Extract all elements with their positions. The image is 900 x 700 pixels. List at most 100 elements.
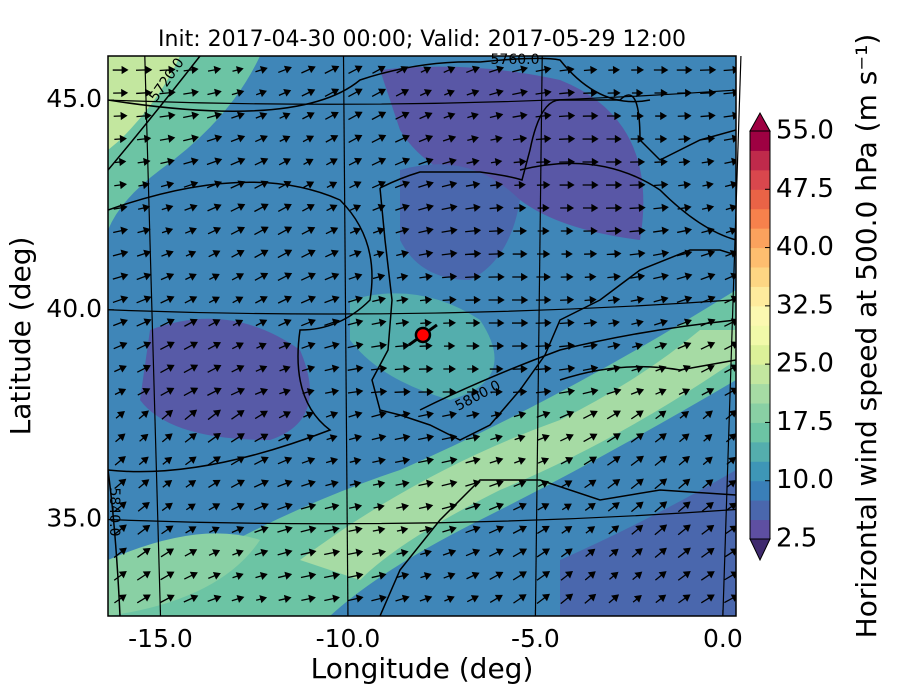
colorbar-tick-label: 47.5	[776, 174, 834, 204]
wind-arrow	[231, 342, 244, 350]
wind-arrow	[608, 548, 619, 557]
wind-arrow	[537, 203, 550, 213]
wind-arrow	[183, 341, 199, 351]
wind-arrow	[256, 342, 267, 350]
wind-arrow	[418, 410, 434, 419]
wind-arrow	[701, 387, 715, 396]
wind-arrow	[395, 479, 410, 488]
wind-arrow	[183, 134, 199, 143]
wind-arrow	[136, 249, 152, 258]
wind-arrow	[702, 181, 714, 190]
wind-arrow	[630, 478, 644, 490]
wind-arrow	[208, 250, 221, 258]
wind-arrow	[113, 111, 128, 121]
graticule-line	[107, 299, 737, 315]
wind-arrow	[537, 434, 550, 442]
wind-arrow	[303, 411, 314, 419]
wind-arrow	[632, 595, 642, 603]
colorbar-band	[750, 286, 770, 307]
wind-arrow	[112, 295, 129, 304]
title: Init: 2017-04-30 00:00; Valid: 2017-05-2…	[158, 27, 686, 52]
wind-arrow	[489, 571, 504, 581]
wind-arrow	[631, 318, 644, 328]
wind-arrow	[629, 226, 646, 235]
wind-arrow	[466, 157, 480, 166]
wind-arrow	[418, 249, 434, 258]
y-tick-label: 45.0	[46, 84, 102, 113]
wind-arrow	[371, 433, 387, 442]
wind-arrow	[699, 65, 717, 75]
wind-arrow	[632, 571, 643, 581]
wind-arrow	[136, 364, 151, 373]
wind-arrow	[231, 594, 245, 603]
wind-arrow	[702, 410, 713, 420]
wind-arrow	[631, 342, 644, 351]
wind-arrow	[349, 480, 362, 489]
wind-arrow	[489, 203, 504, 213]
wind-arrow	[230, 226, 246, 235]
wind-arrow	[441, 203, 458, 212]
wind-arrow	[489, 341, 505, 351]
wind-arrow	[230, 387, 246, 396]
wind-arrow	[512, 65, 528, 74]
wind-arrow	[466, 410, 480, 419]
wind-arrow	[138, 456, 149, 466]
wind-arrow	[325, 411, 339, 419]
wind-arrow	[512, 88, 528, 97]
wind-arrow	[302, 388, 315, 397]
x-tick-label: -10.0	[316, 624, 381, 653]
wind-arrow	[160, 295, 175, 304]
wind-arrow	[113, 570, 127, 581]
wind-arrow	[558, 111, 576, 121]
location-marker	[414, 326, 432, 344]
wind-arrow	[418, 180, 434, 189]
colorbar-band	[750, 441, 770, 462]
wind-arrow	[489, 548, 504, 557]
wind-arrow	[560, 433, 574, 442]
wind-arrow	[677, 226, 693, 235]
wind-arrow	[700, 111, 716, 121]
wind-arrow	[324, 88, 340, 97]
wind-arrow	[231, 111, 245, 120]
wind-arrow	[630, 410, 644, 420]
colorbar-frame	[749, 130, 771, 540]
wind-arrow	[490, 433, 503, 442]
wind-arrow	[631, 548, 643, 558]
wind-arrow	[535, 65, 552, 74]
wind-arrow	[465, 272, 482, 282]
wind-arrow	[396, 526, 409, 535]
wind-arrow	[160, 180, 175, 189]
wind-arrow	[465, 318, 481, 328]
wind-arrow	[606, 410, 621, 420]
wind-arrow	[278, 65, 292, 74]
wind-arrow	[631, 88, 644, 98]
wind-arrow	[653, 203, 669, 212]
wind-arrow	[725, 227, 736, 236]
wind-arrow	[441, 180, 458, 189]
wind-arrow	[324, 272, 340, 281]
wind-arrow	[654, 157, 668, 167]
wind-arrow	[230, 479, 245, 488]
wind-arrow	[441, 226, 458, 235]
wind-arrow	[232, 319, 244, 327]
wind-arrow	[678, 594, 691, 604]
wind-arrow	[136, 295, 152, 304]
wind-arrow	[184, 549, 198, 557]
wind-arrow	[371, 180, 386, 189]
wind-arrow	[138, 479, 150, 489]
wind-arrow	[325, 134, 339, 143]
wind-arrow	[209, 526, 220, 534]
wind-arrow	[442, 134, 457, 143]
wind-arrow	[159, 65, 176, 75]
wind-arrow	[394, 456, 411, 465]
wind-arrow	[559, 134, 576, 144]
wind-arrow	[466, 571, 480, 580]
wind-arrow	[653, 65, 669, 75]
wind-arrow	[371, 571, 387, 580]
wind-arrow	[183, 387, 199, 397]
x-tick-label: 0.0	[703, 624, 743, 653]
wind-arrow	[654, 501, 668, 513]
wind-arrow	[277, 226, 293, 236]
wind-arrow	[396, 548, 409, 558]
wind-arrow	[139, 433, 149, 442]
